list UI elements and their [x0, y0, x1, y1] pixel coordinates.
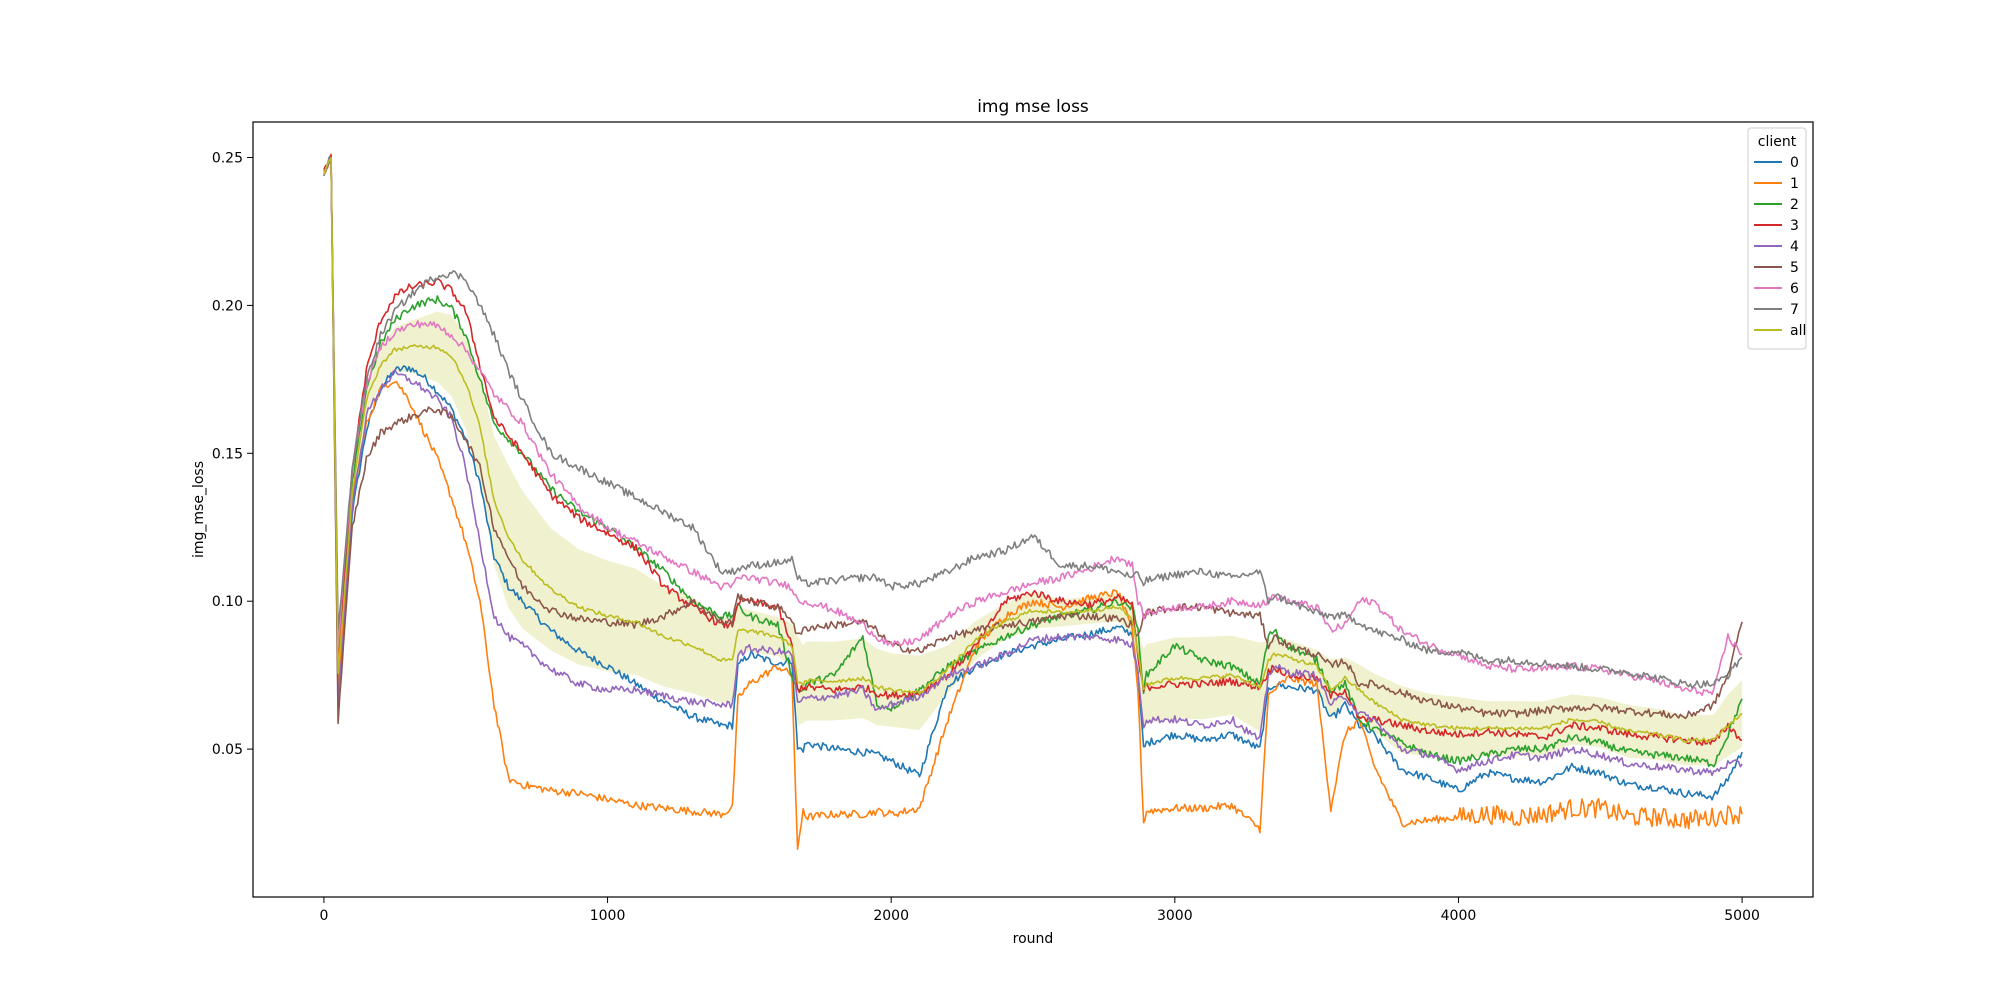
chart-title: img mse loss — [977, 97, 1089, 117]
series-line-4 — [323, 156, 1743, 777]
legend-label-0: 0 — [1790, 155, 1799, 171]
y-tick-label: 0.15 — [212, 446, 243, 462]
y-tick-label: 0.05 — [212, 742, 243, 758]
series-line-2 — [323, 159, 1743, 768]
legend-label-1: 1 — [1790, 176, 1799, 192]
y-tick-label: 0.25 — [212, 150, 243, 166]
legend-label-2: 2 — [1790, 197, 1799, 213]
x-tick-label: 2000 — [873, 908, 909, 924]
legend-label-6: 6 — [1790, 281, 1799, 297]
y-axis-label: img_mse_loss — [191, 461, 207, 558]
x-axis-ticks: 0 1000 2000 3000 4000 5000 — [319, 897, 1760, 924]
x-tick-label: 4000 — [1441, 908, 1477, 924]
y-tick-label: 0.20 — [212, 298, 243, 314]
all-confidence-band — [323, 157, 1743, 766]
x-axis-label: round — [1013, 931, 1054, 947]
legend-label-3: 3 — [1790, 218, 1799, 234]
y-axis-ticks: 0.05 0.10 0.15 0.20 0.25 — [212, 150, 253, 758]
series-line-6 — [323, 158, 1743, 697]
legend-label-4: 4 — [1790, 239, 1799, 255]
x-tick-label: 0 — [319, 908, 328, 924]
x-tick-label: 5000 — [1724, 908, 1760, 924]
series-line-0 — [323, 155, 1743, 801]
legend-label-5: 5 — [1790, 260, 1799, 276]
series-line-5 — [323, 158, 1743, 725]
series-line-3 — [323, 154, 1743, 746]
y-tick-label: 0.10 — [212, 594, 243, 610]
legend-label-all: all — [1790, 323, 1806, 339]
legend: client 0 1 2 3 4 5 6 7 all — [1747, 127, 1807, 350]
series-layer — [323, 153, 1743, 850]
x-tick-label: 1000 — [590, 908, 626, 924]
x-tick-label: 3000 — [1157, 908, 1193, 924]
confidence-band-layer — [323, 157, 1743, 766]
legend-label-7: 7 — [1790, 302, 1799, 318]
series-line-7 — [323, 156, 1743, 689]
legend-title: client — [1758, 134, 1797, 150]
series-line-1 — [323, 153, 1743, 850]
plot-area — [252, 121, 1814, 898]
axes-frame — [252, 121, 1814, 898]
series-line-all — [323, 156, 1743, 743]
legend-items: 0 1 2 3 4 5 6 7 all — [1754, 155, 1806, 339]
